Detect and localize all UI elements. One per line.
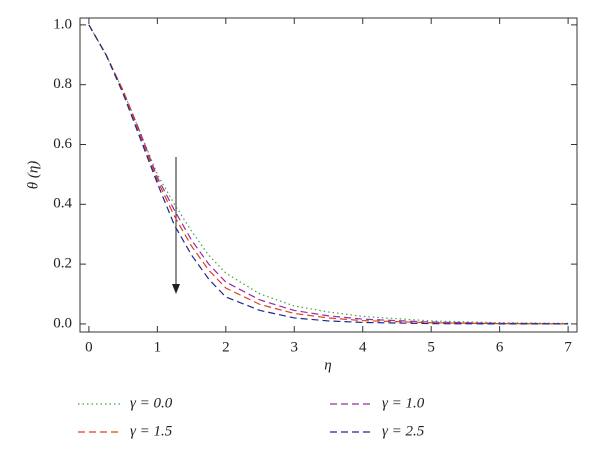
x-axis-label: η — [324, 357, 331, 373]
y-tick-label: 0.6 — [53, 136, 72, 152]
y-tick-label: 0.2 — [53, 256, 72, 272]
y-tick-label: 0.4 — [53, 196, 72, 212]
series-line — [88, 24, 569, 325]
y-tick-label: 0.8 — [53, 76, 72, 92]
y-tick-label: 1.0 — [53, 16, 72, 32]
trend-arrow-head — [172, 284, 180, 294]
legend-label: γ = 1.5 — [130, 423, 173, 439]
legend-label: γ = 2.5 — [382, 423, 425, 439]
plot-frame — [79, 17, 578, 333]
x-tick-label: 2 — [222, 339, 230, 355]
series-line — [88, 24, 569, 325]
x-tick-label: 5 — [427, 339, 435, 355]
y-axis-label: θ (η) — [25, 161, 41, 190]
x-tick-label: 4 — [359, 339, 367, 355]
legend-label: γ = 0.0 — [130, 395, 173, 411]
x-tick-label: 3 — [291, 339, 299, 355]
x-tick-label: 6 — [496, 339, 504, 355]
legend-label: γ = 1.0 — [382, 395, 425, 411]
x-tick-label: 0 — [85, 339, 93, 355]
x-tick-label: 1 — [154, 339, 162, 355]
x-tick-label: 7 — [564, 339, 572, 355]
series-line — [88, 24, 569, 325]
y-tick-label: 0.0 — [53, 315, 72, 331]
series-line — [88, 24, 569, 324]
